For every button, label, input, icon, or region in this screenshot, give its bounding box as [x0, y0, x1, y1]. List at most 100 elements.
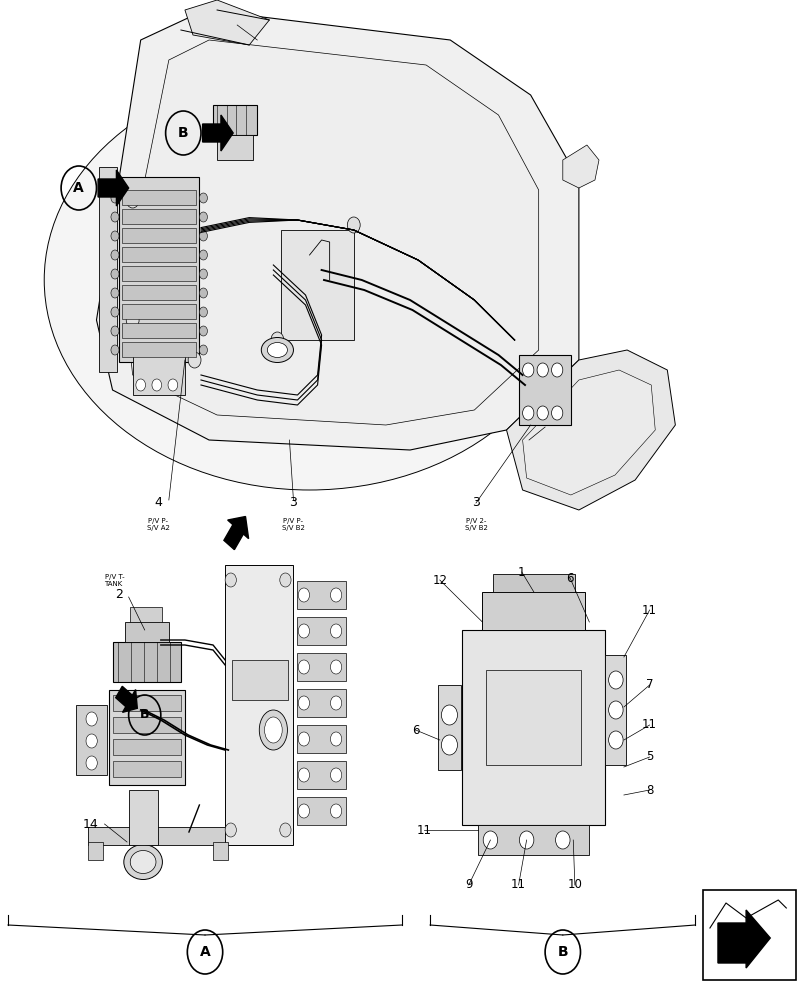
Circle shape — [551, 363, 562, 377]
Circle shape — [111, 231, 119, 241]
Bar — [703, 890, 795, 980]
Circle shape — [199, 212, 207, 222]
Text: 11: 11 — [642, 603, 656, 616]
Circle shape — [111, 250, 119, 260]
Circle shape — [199, 231, 207, 241]
Polygon shape — [124, 40, 538, 425]
Polygon shape — [522, 370, 654, 495]
Bar — [297, 653, 345, 681]
Text: 1: 1 — [517, 566, 525, 578]
Circle shape — [298, 660, 309, 674]
Bar — [225, 565, 293, 845]
Bar — [122, 304, 196, 319]
Circle shape — [199, 326, 207, 336]
Text: 6: 6 — [411, 724, 419, 736]
Circle shape — [86, 712, 97, 726]
Circle shape — [519, 831, 533, 849]
Bar — [112, 739, 181, 755]
Bar — [478, 825, 589, 855]
Circle shape — [330, 804, 341, 818]
Text: A: A — [73, 181, 84, 195]
Bar — [213, 842, 227, 860]
Text: 12: 12 — [432, 574, 446, 586]
Circle shape — [522, 363, 533, 377]
Bar — [297, 689, 345, 717]
Circle shape — [111, 345, 119, 355]
Bar — [122, 190, 196, 205]
Bar — [122, 247, 196, 262]
Bar — [213, 105, 257, 135]
Circle shape — [136, 379, 145, 391]
Ellipse shape — [267, 342, 287, 358]
Text: 14: 14 — [83, 818, 99, 830]
Circle shape — [199, 307, 207, 317]
Circle shape — [199, 288, 207, 298]
Text: 5: 5 — [645, 750, 653, 764]
Circle shape — [126, 312, 139, 328]
Text: 11: 11 — [511, 879, 525, 892]
Circle shape — [330, 768, 341, 782]
Circle shape — [152, 379, 161, 391]
Circle shape — [330, 624, 341, 638]
Bar — [88, 842, 103, 860]
Circle shape — [111, 326, 119, 336]
Circle shape — [199, 250, 207, 260]
Bar — [112, 761, 181, 777]
Circle shape — [271, 332, 283, 348]
Circle shape — [536, 406, 548, 420]
Bar — [297, 581, 345, 609]
Circle shape — [86, 734, 97, 748]
Text: 7: 7 — [645, 678, 653, 692]
Bar — [122, 266, 196, 281]
Circle shape — [188, 352, 201, 368]
Bar — [231, 660, 287, 700]
Circle shape — [298, 768, 309, 782]
Bar — [88, 827, 225, 845]
Circle shape — [551, 406, 562, 420]
Circle shape — [86, 756, 97, 770]
Text: 3: 3 — [289, 496, 297, 510]
Ellipse shape — [130, 850, 156, 874]
Text: P/V P-
S/V B2: P/V P- S/V B2 — [282, 518, 304, 531]
Text: P/V P-
S/V A2: P/V P- S/V A2 — [147, 518, 169, 531]
Text: 11: 11 — [642, 718, 656, 732]
Polygon shape — [98, 170, 128, 206]
Polygon shape — [96, 10, 578, 450]
Text: B: B — [140, 708, 149, 722]
Bar — [492, 574, 574, 592]
Bar — [438, 685, 460, 770]
Bar — [297, 725, 345, 753]
Ellipse shape — [264, 717, 282, 743]
Circle shape — [298, 588, 309, 602]
Polygon shape — [717, 910, 769, 968]
Ellipse shape — [44, 70, 574, 490]
Circle shape — [111, 193, 119, 203]
Polygon shape — [506, 350, 675, 510]
Text: 6: 6 — [565, 572, 573, 584]
Circle shape — [441, 735, 457, 755]
Circle shape — [330, 660, 341, 674]
Bar — [122, 209, 196, 224]
Ellipse shape — [259, 710, 287, 750]
Bar — [132, 355, 185, 395]
Circle shape — [279, 573, 291, 587]
Text: P/V T-
TANK: P/V T- TANK — [104, 574, 124, 586]
Bar — [122, 228, 196, 243]
Bar — [122, 323, 196, 338]
Bar — [122, 285, 196, 300]
Circle shape — [111, 307, 119, 317]
Text: A: A — [199, 945, 210, 959]
Text: 10: 10 — [567, 879, 581, 892]
Bar — [482, 592, 585, 630]
Circle shape — [225, 573, 236, 587]
Bar — [518, 355, 570, 425]
Bar — [297, 761, 345, 789]
Circle shape — [483, 831, 497, 849]
Circle shape — [199, 269, 207, 279]
Circle shape — [522, 406, 533, 420]
Text: 9: 9 — [464, 879, 472, 892]
Text: 4: 4 — [154, 496, 162, 510]
Ellipse shape — [261, 338, 293, 362]
Bar — [112, 695, 181, 711]
Circle shape — [536, 363, 548, 377]
